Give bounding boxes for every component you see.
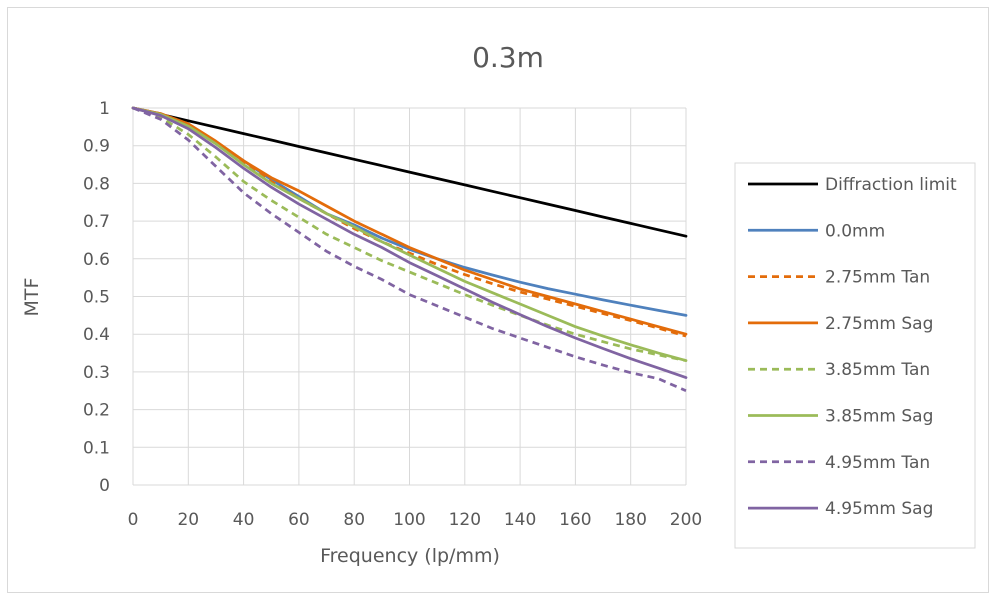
y-axis-title: MTF: [21, 278, 43, 317]
x-tick-label: 140: [504, 510, 536, 530]
legend-label: 3.85mm Tan: [825, 360, 930, 380]
y-tick-label: 1: [99, 99, 110, 119]
legend: Diffraction limit 0.0mm 2.75mm Tan 2.75mm S…: [734, 162, 976, 549]
y-tick-label: 0.1: [83, 438, 110, 458]
legend-label: Diffraction limit: [825, 175, 957, 195]
x-tick-label: 20: [177, 510, 199, 530]
series-line-3-85mm-tan: [132, 106, 687, 362]
series-group: [131, 106, 688, 393]
x-axis-ticks: 0 20 40 60 80 100 120 140 160 180 200: [128, 510, 703, 530]
y-tick-label: 0.4: [83, 325, 110, 345]
x-tick-label: 100: [393, 510, 425, 530]
legend-label: 2.75mm Sag: [825, 314, 933, 334]
y-tick-label: 0.3: [83, 363, 110, 383]
x-tick-label: 160: [559, 510, 591, 530]
legend-label: 4.95mm Sag: [825, 499, 933, 519]
y-tick-label: 0.8: [83, 174, 110, 194]
x-tick-label: 80: [343, 510, 365, 530]
x-axis-title: Frequency (lp/mm): [320, 545, 500, 567]
x-tick-label: 120: [449, 510, 481, 530]
legend-label: 3.85mm Sag: [825, 407, 933, 427]
legend-label: 0.0mm: [825, 221, 885, 241]
series-line-2-75mm-sag: [131, 106, 688, 336]
y-tick-label: 0.5: [83, 288, 110, 308]
series-line-4-95mm-tan: [132, 106, 687, 393]
legend-label: 2.75mm Tan: [825, 268, 930, 288]
chart-frame: [7, 7, 989, 593]
y-tick-label: 0.9: [83, 137, 110, 157]
y-tick-label: 0.6: [83, 250, 110, 270]
y-axis-ticks: 0 0.1 0.2 0.3 0.4 0.5 0.6 0.7 0.8 0.9 1: [83, 99, 110, 496]
y-tick-label: 0.7: [83, 212, 110, 232]
legend-box: [734, 162, 976, 549]
series-line-diffraction-limit: [131, 106, 688, 238]
x-tick-label: 40: [233, 510, 255, 530]
legend-items: Diffraction limit 0.0mm 2.75mm Tan 2.75mm S…: [748, 175, 957, 519]
y-tick-label: 0.2: [83, 401, 110, 421]
x-tick-label: 60: [288, 510, 310, 530]
y-tick-label: 0: [99, 476, 110, 496]
chart-title: 0.3m: [472, 41, 544, 74]
x-tick-label: 0: [128, 510, 139, 530]
legend-label: 4.95mm Tan: [825, 453, 930, 473]
series-line-4-95mm-sag: [131, 106, 688, 379]
series-line-3-85mm-sag: [131, 106, 688, 362]
x-tick-label: 200: [670, 510, 702, 530]
x-tick-label: 180: [614, 510, 646, 530]
